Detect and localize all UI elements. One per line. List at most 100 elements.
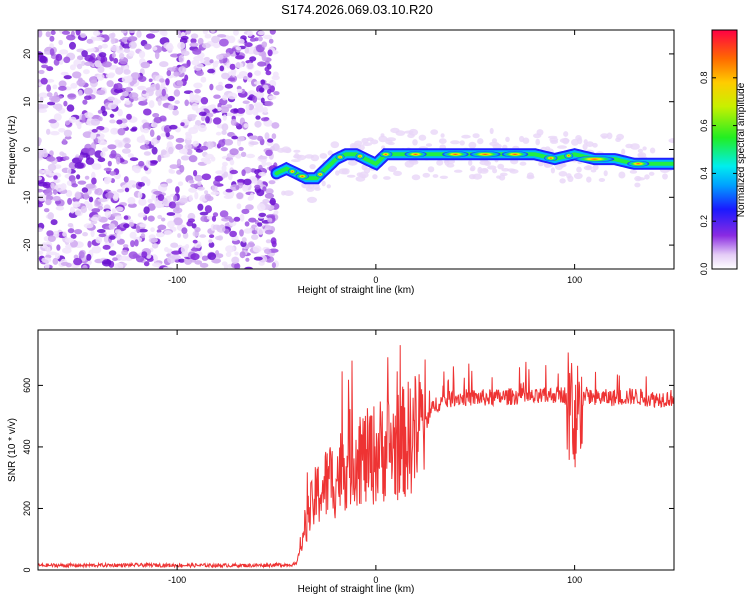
halo-speckle [472, 173, 483, 180]
noise-speckle [267, 217, 273, 223]
noise-speckle [120, 30, 127, 34]
noise-speckle [188, 187, 198, 193]
noise-speckle [163, 197, 168, 205]
noise-speckle [138, 50, 146, 59]
noise-speckle [235, 46, 242, 51]
noise-speckle [189, 92, 195, 100]
noise-speckle [144, 139, 150, 145]
signal-track [270, 148, 674, 185]
noise-speckle [219, 38, 229, 47]
noise-speckle [90, 216, 99, 222]
snr-x-ticks: -100 0 100 [168, 330, 582, 585]
halo-speckle [321, 180, 326, 187]
y-tick-label: 0 [22, 147, 32, 152]
noise-speckle [63, 156, 70, 161]
noise-speckle [209, 83, 214, 91]
noise-speckle [229, 148, 239, 156]
noise-speckle [56, 244, 61, 251]
noise-speckle [67, 93, 77, 100]
noise-speckle [58, 80, 67, 88]
noise-speckle [165, 131, 170, 138]
noise-speckle [271, 262, 276, 269]
x-tick-label: 0 [373, 275, 378, 285]
colorbar-tick-label: 0.4 [699, 167, 709, 180]
halo-speckle [438, 138, 447, 145]
noise-speckle [117, 128, 126, 136]
noise-speckle [173, 89, 181, 97]
noise-speckle [157, 154, 162, 162]
noise-speckle [74, 191, 81, 200]
halo-speckle [422, 172, 431, 178]
noise-speckle [105, 192, 115, 199]
noise-speckle [53, 113, 62, 121]
x-tick-label: 100 [567, 575, 582, 585]
noise-speckle [65, 262, 72, 268]
halo-speckle [536, 129, 544, 136]
noise-speckle [236, 88, 243, 94]
noise-speckle [45, 198, 52, 206]
noise-speckle [230, 118, 237, 126]
track-hotspot [315, 171, 325, 178]
noise-speckle [254, 184, 261, 190]
noise-speckle [127, 36, 138, 42]
noise-speckle [176, 158, 182, 167]
noise-speckle [83, 192, 89, 201]
halo-speckle [550, 167, 556, 174]
noise-speckle [262, 198, 270, 204]
noise-speckle [273, 210, 279, 215]
noise-speckle [159, 115, 167, 122]
noise-speckle [241, 208, 250, 215]
halo-speckle [629, 170, 638, 174]
noise-speckle [258, 87, 265, 93]
snr-panel: -100 0 100 0 200 400 600 Height of straight l… [7, 329, 675, 595]
noise-speckle [67, 223, 74, 228]
noise-speckle [103, 167, 112, 172]
noise-speckle [55, 53, 63, 62]
noise-speckle [257, 203, 266, 212]
halo-speckle [598, 178, 606, 182]
noise-speckle [209, 59, 214, 64]
noise-speckle [221, 72, 230, 80]
noise-speckle [109, 235, 116, 240]
noise-speckle [137, 182, 145, 187]
halo-speckle [492, 168, 498, 174]
track-hotspot [501, 151, 529, 158]
noise-speckle [46, 246, 51, 255]
noise-speckle [168, 104, 175, 111]
halo-speckle [327, 150, 333, 156]
noise-speckle [199, 262, 209, 268]
noise-speckle [83, 223, 94, 229]
noise-speckle [38, 194, 47, 202]
halo-speckle [668, 138, 674, 144]
noise-speckle [49, 131, 60, 136]
noise-speckle [248, 135, 259, 140]
noise-speckle [86, 38, 94, 44]
noise-speckle [112, 257, 118, 262]
noise-speckle [166, 212, 176, 216]
noise-speckle [192, 48, 202, 55]
halo-speckle [522, 137, 530, 144]
halo-speckle [477, 138, 484, 145]
noise-speckle [62, 231, 67, 237]
halo-speckle [649, 147, 656, 154]
halo-speckle [601, 135, 608, 139]
noise-speckle [147, 198, 153, 204]
y-tick-label: -10 [22, 191, 32, 204]
noise-speckle [60, 183, 67, 191]
noise-speckle [185, 30, 192, 35]
noise-speckle [171, 254, 181, 260]
noise-speckle [110, 45, 120, 52]
noise-speckle [70, 233, 77, 239]
halo-speckle [479, 168, 489, 174]
noise-speckle [50, 182, 55, 189]
noise-speckle [258, 212, 267, 217]
noise-speckle [155, 89, 163, 98]
halo-speckle [361, 137, 369, 144]
halo-speckle [338, 168, 348, 175]
noise-speckle [253, 256, 263, 261]
noise-speckle [215, 84, 224, 91]
noise-speckle [98, 233, 107, 238]
halo-speckle [411, 174, 421, 181]
noise-speckle [115, 82, 123, 90]
